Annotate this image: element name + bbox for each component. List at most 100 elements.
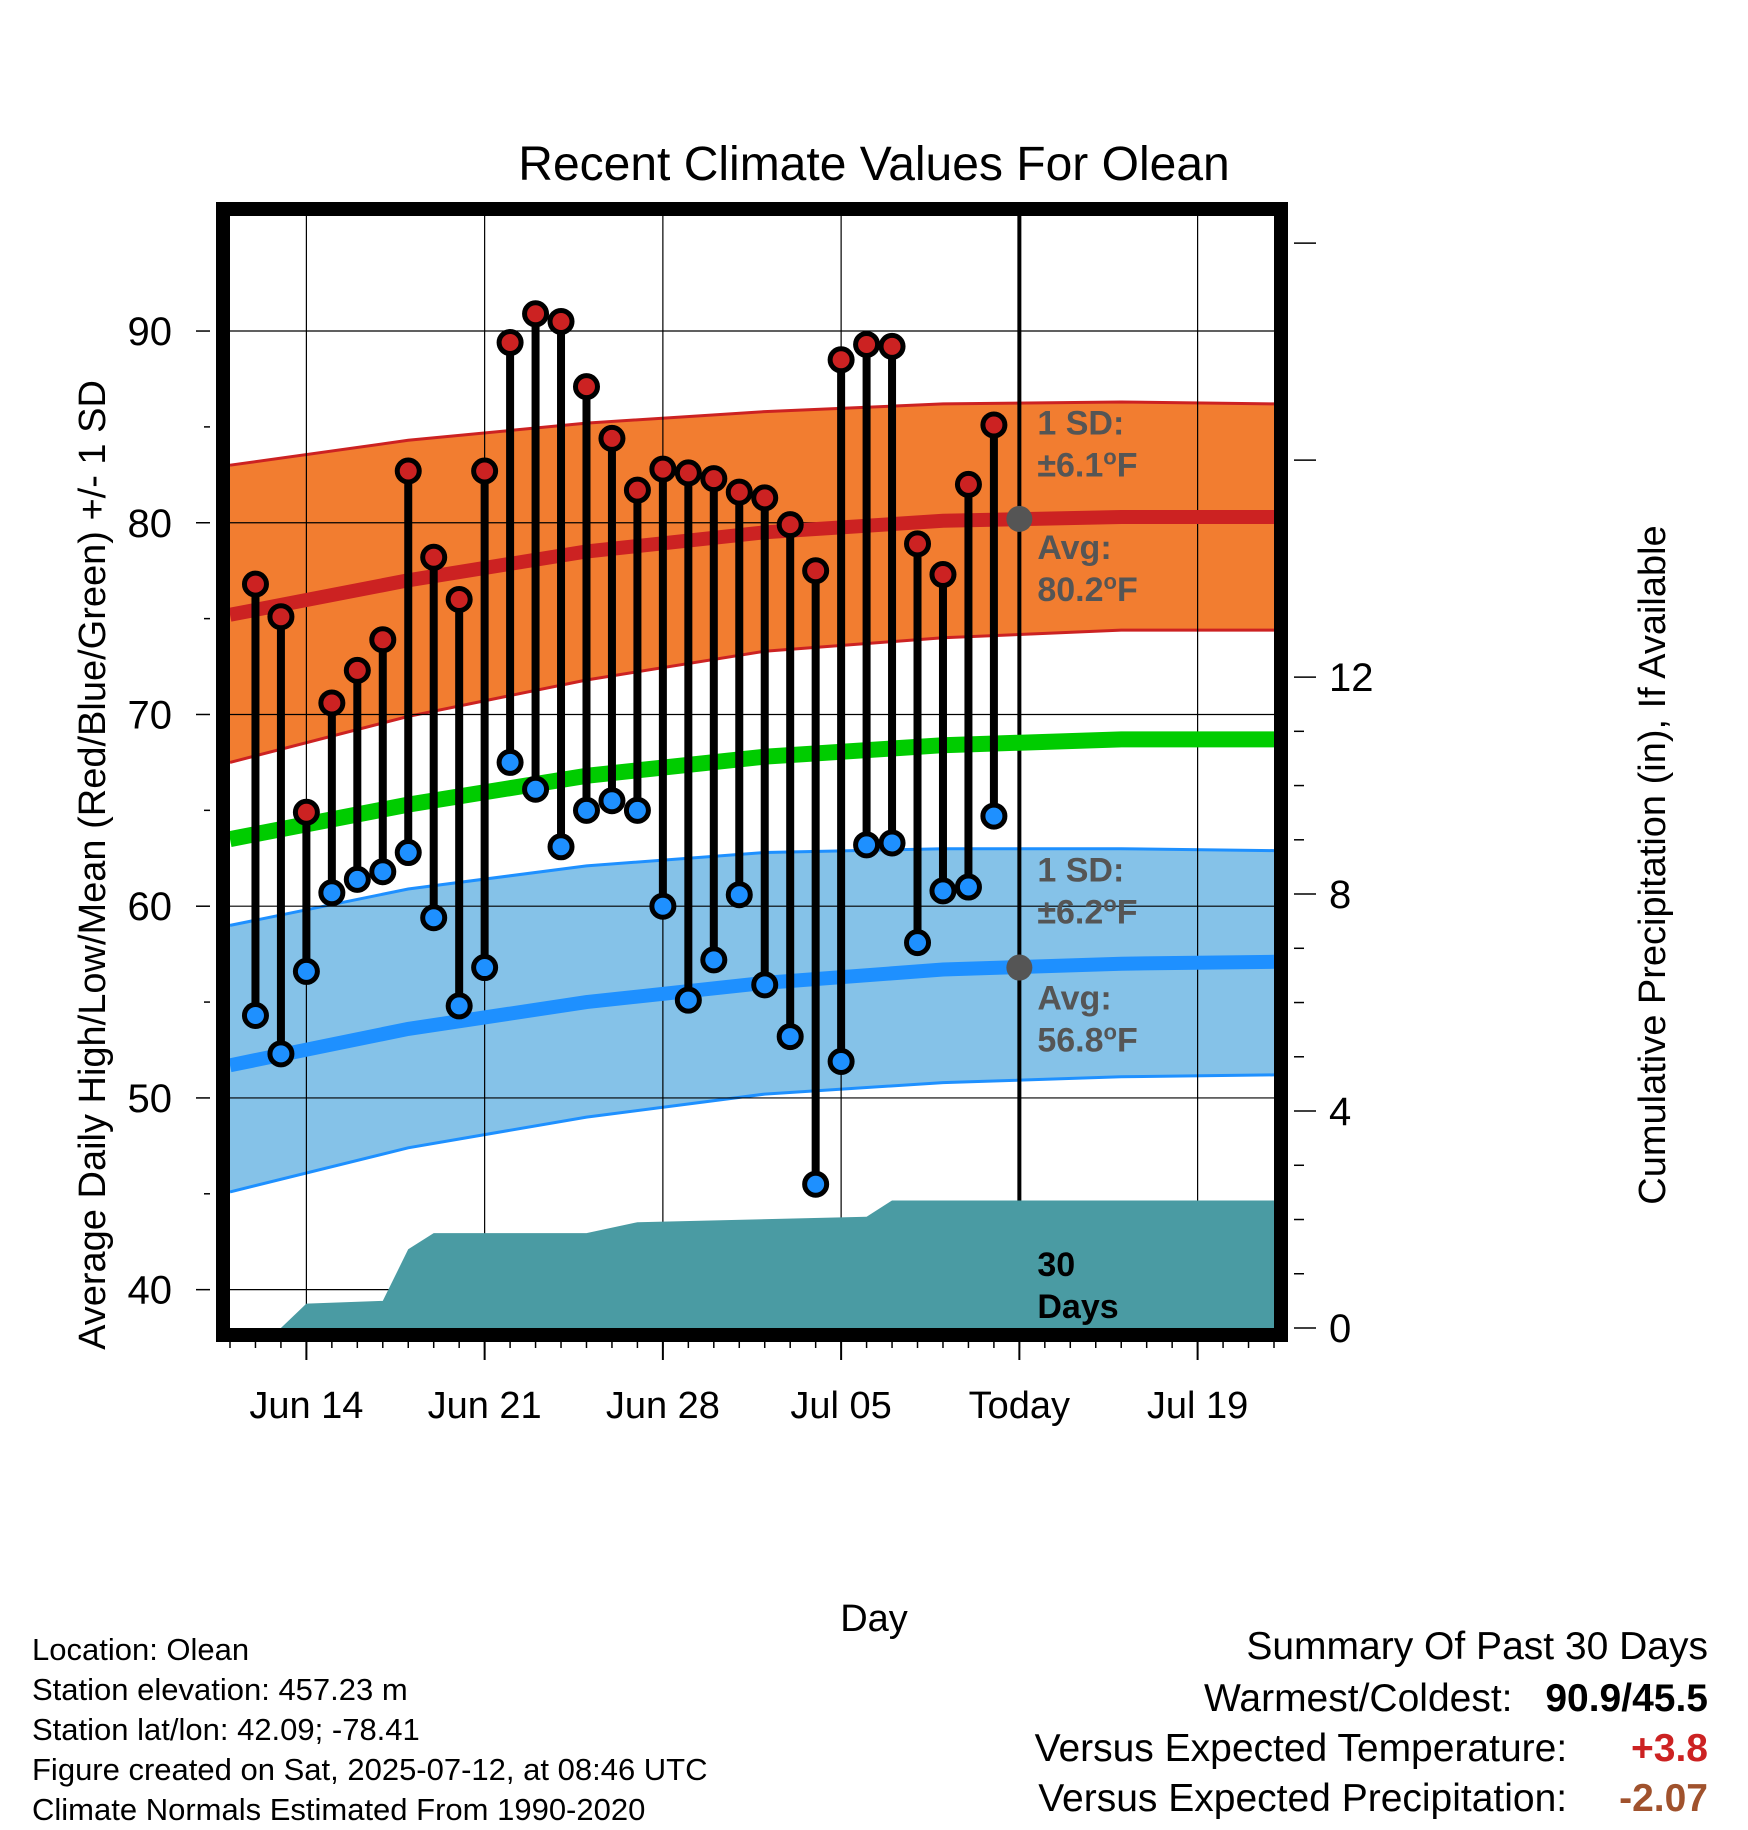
days-label-number: 30	[1037, 1246, 1075, 1284]
x-tick-label: Jun 14	[249, 1385, 363, 1427]
low-marker	[929, 877, 957, 905]
high-marker	[853, 330, 881, 358]
high-marker	[267, 603, 295, 631]
low-marker	[954, 873, 982, 901]
y-tick-label-80: 80	[128, 502, 173, 546]
elevation-text: Station elevation: 457.23 m	[32, 1672, 408, 1707]
x-tick-label: Today	[969, 1385, 1070, 1427]
plot-frame	[216, 202, 1288, 1342]
temp-value: +3.8	[1631, 1727, 1708, 1770]
low-sd-label-title: 1 SD:	[1037, 851, 1124, 889]
low-marker	[980, 802, 1008, 830]
station-info: Location: Olean Station elevation: 457.2…	[32, 1630, 708, 1830]
y-tick-label-70: 70	[128, 693, 173, 737]
high-marker	[318, 689, 346, 717]
x-tick-label: Jul 19	[1147, 1385, 1248, 1427]
today-low-avg-marker	[1006, 954, 1033, 981]
high-marker	[827, 346, 855, 374]
low-marker	[471, 954, 499, 982]
high-marker	[954, 470, 982, 498]
y2-axis-label: Cumulative Precipitation (in), If Availa…	[1632, 525, 1674, 1204]
high-marker	[929, 561, 957, 589]
created-text: Figure created on Sat, 2025-07-12, at 08…	[32, 1752, 708, 1787]
high-marker	[980, 411, 1008, 439]
low-marker	[318, 879, 346, 907]
grid	[230, 216, 1274, 1328]
y-tick-label-40: 40	[128, 1269, 173, 1313]
low-marker	[496, 748, 524, 776]
y-tick-label-90: 90	[128, 310, 173, 354]
high-sd-band	[230, 402, 1274, 763]
low-marker	[649, 892, 677, 920]
x-axis-label: Day	[840, 1598, 908, 1640]
daily-high-low-bars	[251, 313, 998, 1185]
low-avg-label-value: 56.8oF	[1037, 1020, 1137, 1060]
summary-warm-cold: Warmest/Coldest: 90.9/45.5	[1035, 1674, 1708, 1724]
warm-cold-label: Warmest/Coldest:	[1204, 1677, 1513, 1720]
high-marker	[547, 307, 575, 335]
y-axis-label: Average Daily High/Low/Mean (Red/Blue/Gr…	[72, 380, 114, 1350]
warm-cold-value: 90.9/45.5	[1545, 1677, 1708, 1720]
y-tick-label-50: 50	[128, 1077, 173, 1121]
low-marker	[700, 946, 728, 974]
chart-title: Recent Climate Values For Olean	[518, 138, 1229, 191]
high-marker	[522, 300, 550, 328]
high-marker	[496, 329, 524, 357]
high-marker	[241, 570, 269, 598]
high-marker	[420, 543, 448, 571]
high-marker	[445, 585, 473, 613]
low-marker	[725, 881, 753, 909]
high-marker	[598, 424, 626, 452]
low-marker	[598, 787, 626, 815]
y2-tick-label-0: 0	[1329, 1307, 1351, 1351]
precip-label: Versus Expected Precipitation:	[1038, 1777, 1568, 1820]
low-marker	[853, 831, 881, 859]
low-marker	[623, 796, 651, 824]
high-marker	[649, 455, 677, 483]
high-marker	[776, 511, 804, 539]
low-marker	[878, 829, 906, 857]
high-marker	[751, 484, 779, 512]
low-marker	[292, 957, 320, 985]
low-marker	[445, 992, 473, 1020]
high-marker	[700, 465, 728, 493]
low-marker	[674, 986, 702, 1014]
high-marker	[394, 457, 422, 485]
high-avg-label-title: Avg:	[1037, 529, 1111, 567]
low-marker	[904, 929, 932, 957]
low-marker	[394, 839, 422, 867]
low-band-lower-edge	[229, 1073, 1275, 1194]
summary-precip: Versus Expected Precipitation: -2.07	[1035, 1774, 1708, 1824]
x-tick-label: Jun 28	[606, 1385, 720, 1427]
y2-tick-label-8: 8	[1329, 873, 1351, 917]
high-marker	[674, 459, 702, 487]
low-marker	[522, 775, 550, 803]
high-marker	[623, 476, 651, 504]
high-marker	[725, 478, 753, 506]
low-marker	[547, 833, 575, 861]
low-marker	[802, 1170, 830, 1198]
latlon-text: Station lat/lon: 42.09; -78.41	[32, 1712, 420, 1747]
precipitation-area	[280, 1200, 1274, 1328]
low-marker	[751, 971, 779, 999]
y2-tick-label-12: 12	[1329, 656, 1374, 700]
low-marker	[343, 865, 371, 893]
days-label-word: Days	[1037, 1288, 1118, 1326]
summary-title: Summary Of Past 30 Days	[1246, 1625, 1708, 1668]
low-marker	[267, 1040, 295, 1068]
high-avg-label-value: 80.2oF	[1037, 569, 1137, 609]
low-avg-label-title: Avg:	[1037, 980, 1111, 1018]
high-band-upper-edge	[229, 400, 1275, 467]
y-tick-label-60: 60	[128, 885, 173, 929]
high-sd-label-value: ±6.1oF	[1037, 445, 1137, 485]
x-tick-label: Jun 21	[428, 1385, 542, 1427]
high-marker	[878, 332, 906, 360]
high-marker	[802, 557, 830, 585]
summary-temp: Versus Expected Temperature: +3.8	[1035, 1724, 1708, 1774]
location-text: Location: Olean	[32, 1632, 250, 1667]
low-marker	[420, 904, 448, 932]
high-marker	[292, 798, 320, 826]
low-marker	[776, 1023, 804, 1051]
